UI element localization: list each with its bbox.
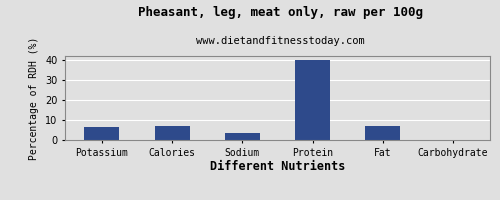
Bar <box>154 126 190 140</box>
Text: www.dietandfitnesstoday.com: www.dietandfitnesstoday.com <box>196 36 364 46</box>
Bar <box>295 60 330 140</box>
Bar <box>366 126 400 140</box>
Bar <box>84 127 120 140</box>
X-axis label: Different Nutrients: Different Nutrients <box>210 160 345 173</box>
Y-axis label: Percentage of RDH (%): Percentage of RDH (%) <box>30 36 40 160</box>
Text: Pheasant, leg, meat only, raw per 100g: Pheasant, leg, meat only, raw per 100g <box>138 6 422 19</box>
Bar <box>225 133 260 140</box>
